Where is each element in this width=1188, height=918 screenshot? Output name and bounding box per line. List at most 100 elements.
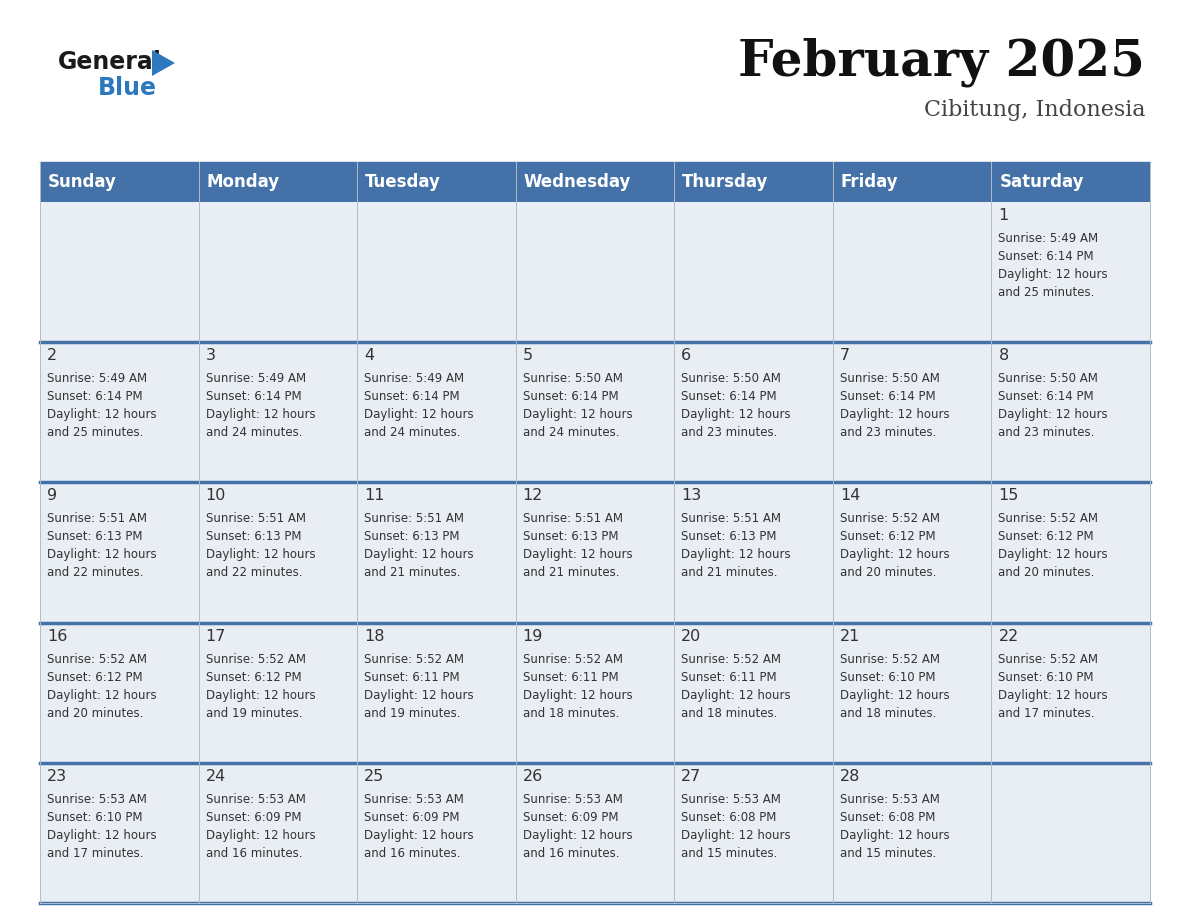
Text: Daylight: 12 hours: Daylight: 12 hours — [206, 829, 315, 842]
Text: and 25 minutes.: and 25 minutes. — [998, 286, 1095, 299]
Text: Daylight: 12 hours: Daylight: 12 hours — [48, 548, 157, 562]
Text: Daylight: 12 hours: Daylight: 12 hours — [523, 548, 632, 562]
Bar — [992, 342, 1150, 482]
Text: Sunrise: 5:49 AM: Sunrise: 5:49 AM — [998, 232, 1099, 245]
Text: and 18 minutes.: and 18 minutes. — [681, 707, 778, 720]
Text: 5: 5 — [523, 348, 533, 364]
Text: Sunset: 6:14 PM: Sunset: 6:14 PM — [523, 390, 618, 403]
Text: Daylight: 12 hours: Daylight: 12 hours — [48, 409, 157, 421]
Text: Daylight: 12 hours: Daylight: 12 hours — [206, 688, 315, 701]
Bar — [992, 763, 1150, 903]
Text: and 16 minutes.: and 16 minutes. — [365, 846, 461, 860]
Text: and 17 minutes.: and 17 minutes. — [998, 707, 1095, 720]
Bar — [40, 342, 198, 482]
Text: Sunrise: 5:52 AM: Sunrise: 5:52 AM — [48, 653, 147, 666]
Text: Daylight: 12 hours: Daylight: 12 hours — [523, 688, 632, 701]
Text: and 23 minutes.: and 23 minutes. — [681, 426, 778, 439]
Text: February 2025: February 2025 — [738, 38, 1145, 86]
Text: Sunset: 6:08 PM: Sunset: 6:08 PM — [681, 811, 777, 823]
Text: Sunrise: 5:51 AM: Sunrise: 5:51 AM — [48, 512, 147, 525]
Bar — [675, 622, 833, 763]
Text: Thursday: Thursday — [682, 173, 769, 191]
Text: Sunrise: 5:52 AM: Sunrise: 5:52 AM — [998, 653, 1099, 666]
Text: Sunset: 6:13 PM: Sunset: 6:13 PM — [48, 531, 143, 543]
Text: Sunrise: 5:53 AM: Sunrise: 5:53 AM — [48, 793, 147, 806]
Text: 1: 1 — [998, 208, 1009, 223]
Text: Daylight: 12 hours: Daylight: 12 hours — [998, 688, 1108, 701]
Text: Daylight: 12 hours: Daylight: 12 hours — [365, 829, 474, 842]
Text: Sunset: 6:08 PM: Sunset: 6:08 PM — [840, 811, 935, 823]
Text: Sunrise: 5:52 AM: Sunrise: 5:52 AM — [998, 512, 1099, 525]
Text: 20: 20 — [681, 629, 702, 644]
Text: and 22 minutes.: and 22 minutes. — [206, 566, 302, 579]
Text: 16: 16 — [48, 629, 68, 644]
Text: Sunset: 6:14 PM: Sunset: 6:14 PM — [681, 390, 777, 403]
Bar — [358, 202, 516, 342]
Text: Sunset: 6:14 PM: Sunset: 6:14 PM — [48, 390, 143, 403]
Bar — [40, 162, 1150, 202]
Text: 12: 12 — [523, 488, 543, 503]
Text: General: General — [58, 50, 162, 74]
Text: 28: 28 — [840, 768, 860, 784]
Text: 17: 17 — [206, 629, 226, 644]
Text: Daylight: 12 hours: Daylight: 12 hours — [840, 688, 949, 701]
Text: 7: 7 — [840, 348, 849, 364]
Text: Sunset: 6:09 PM: Sunset: 6:09 PM — [365, 811, 460, 823]
Text: and 21 minutes.: and 21 minutes. — [523, 566, 619, 579]
Text: Daylight: 12 hours: Daylight: 12 hours — [206, 409, 315, 421]
Text: Sunset: 6:14 PM: Sunset: 6:14 PM — [365, 390, 460, 403]
Text: Sunrise: 5:52 AM: Sunrise: 5:52 AM — [206, 653, 305, 666]
Text: 8: 8 — [998, 348, 1009, 364]
Text: and 16 minutes.: and 16 minutes. — [523, 846, 619, 860]
Text: and 20 minutes.: and 20 minutes. — [840, 566, 936, 579]
Text: 23: 23 — [48, 768, 68, 784]
Text: Sunrise: 5:53 AM: Sunrise: 5:53 AM — [681, 793, 782, 806]
Text: Sunrise: 5:53 AM: Sunrise: 5:53 AM — [840, 793, 940, 806]
Text: and 24 minutes.: and 24 minutes. — [523, 426, 619, 439]
Text: Daylight: 12 hours: Daylight: 12 hours — [681, 548, 791, 562]
Text: 15: 15 — [998, 488, 1019, 503]
Text: and 17 minutes.: and 17 minutes. — [48, 846, 144, 860]
Text: Sunset: 6:12 PM: Sunset: 6:12 PM — [840, 531, 935, 543]
Text: 18: 18 — [365, 629, 385, 644]
Bar — [992, 482, 1150, 622]
Text: and 19 minutes.: and 19 minutes. — [365, 707, 461, 720]
Text: 4: 4 — [365, 348, 374, 364]
Text: and 15 minutes.: and 15 minutes. — [840, 846, 936, 860]
Text: 26: 26 — [523, 768, 543, 784]
Text: Daylight: 12 hours: Daylight: 12 hours — [365, 409, 474, 421]
Text: Sunrise: 5:50 AM: Sunrise: 5:50 AM — [681, 372, 782, 386]
Text: Sunrise: 5:52 AM: Sunrise: 5:52 AM — [365, 653, 465, 666]
Bar — [675, 482, 833, 622]
Bar — [40, 763, 198, 903]
Bar — [516, 482, 675, 622]
Text: 14: 14 — [840, 488, 860, 503]
Text: Sunrise: 5:51 AM: Sunrise: 5:51 AM — [681, 512, 782, 525]
Text: Sunrise: 5:50 AM: Sunrise: 5:50 AM — [523, 372, 623, 386]
Text: and 20 minutes.: and 20 minutes. — [48, 707, 144, 720]
Text: Daylight: 12 hours: Daylight: 12 hours — [681, 829, 791, 842]
Bar — [198, 622, 358, 763]
Text: Daylight: 12 hours: Daylight: 12 hours — [840, 829, 949, 842]
Text: and 19 minutes.: and 19 minutes. — [206, 707, 302, 720]
Text: Monday: Monday — [207, 173, 279, 191]
Text: Sunday: Sunday — [48, 173, 116, 191]
Text: Daylight: 12 hours: Daylight: 12 hours — [998, 548, 1108, 562]
Text: Sunset: 6:11 PM: Sunset: 6:11 PM — [523, 671, 618, 684]
Text: 6: 6 — [681, 348, 691, 364]
Bar — [198, 342, 358, 482]
Text: Sunrise: 5:51 AM: Sunrise: 5:51 AM — [206, 512, 305, 525]
Text: Daylight: 12 hours: Daylight: 12 hours — [998, 268, 1108, 281]
Text: Sunrise: 5:49 AM: Sunrise: 5:49 AM — [206, 372, 305, 386]
Bar — [833, 763, 992, 903]
Text: Sunrise: 5:51 AM: Sunrise: 5:51 AM — [523, 512, 623, 525]
Text: Sunrise: 5:53 AM: Sunrise: 5:53 AM — [206, 793, 305, 806]
Text: and 24 minutes.: and 24 minutes. — [206, 426, 302, 439]
Text: and 15 minutes.: and 15 minutes. — [681, 846, 778, 860]
Text: Blue: Blue — [97, 76, 157, 100]
Text: Sunset: 6:12 PM: Sunset: 6:12 PM — [206, 671, 302, 684]
Bar — [40, 482, 198, 622]
Text: 24: 24 — [206, 768, 226, 784]
Text: and 23 minutes.: and 23 minutes. — [840, 426, 936, 439]
Text: Daylight: 12 hours: Daylight: 12 hours — [840, 548, 949, 562]
